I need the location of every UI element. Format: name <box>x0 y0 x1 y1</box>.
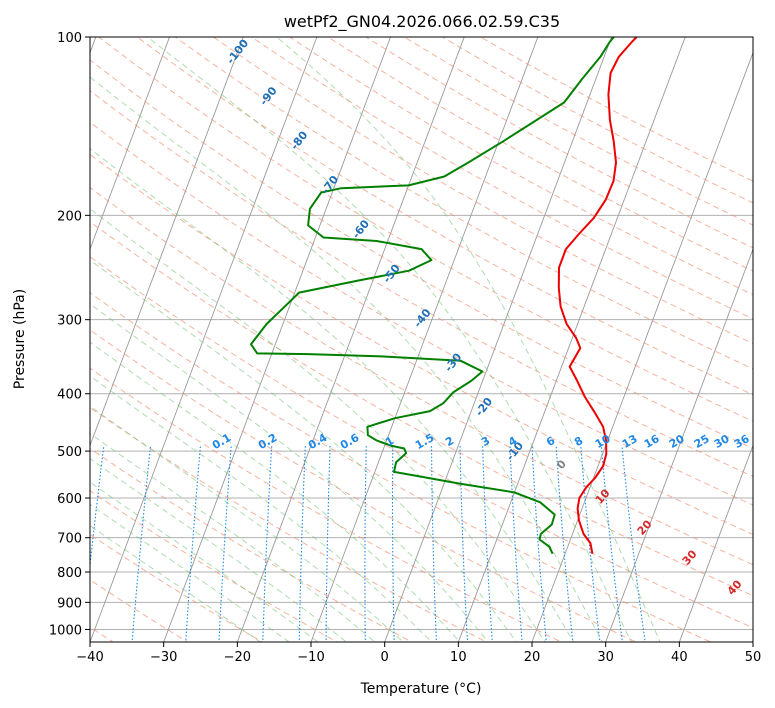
moist-adiabat-line <box>90 208 546 642</box>
dry-adiabat-line <box>0 10 56 654</box>
dry-adiabat-line <box>90 187 753 566</box>
mixing-ratio-line <box>325 445 331 642</box>
dry-adiabat-line <box>90 406 488 642</box>
moist-adiabat-line <box>90 76 603 642</box>
y-tick-label: 600 <box>57 492 82 507</box>
y-tick-label: 700 <box>57 532 82 547</box>
dry-adiabat-line <box>250 37 753 320</box>
dry-adiabat-line <box>90 490 339 642</box>
plot-area: -100-90-80-70-60-50-40-30-20-100.1 0.2 0.4… <box>0 10 753 654</box>
dry-adiabat-line <box>90 256 753 629</box>
mixing-ratio-line <box>555 445 574 642</box>
mixing-ratio-line <box>600 445 623 642</box>
moist-adiabat-line <box>147 37 632 642</box>
mixing-ratio-line <box>531 445 547 642</box>
y-tick-label: 100 <box>57 31 82 46</box>
x-tick-label: −20 <box>224 650 251 665</box>
mixing-ratio-line <box>185 445 201 642</box>
isotherm-line <box>163 37 392 642</box>
moist-adiabat-line <box>90 458 348 642</box>
y-tick-label: 900 <box>57 596 82 611</box>
dry-adiabat-line <box>90 579 189 642</box>
isotherms <box>90 37 753 642</box>
dry-adiabat-line <box>174 37 753 370</box>
mixing-ratio-line <box>364 445 367 642</box>
x-tick-label: −30 <box>150 650 177 665</box>
x-axis: −40 −30 −20 −10 0 10 20 30 40 50 <box>76 642 761 665</box>
x-tick-label: 0 <box>381 650 389 665</box>
mixing-ratio-line <box>262 445 273 642</box>
x-tick-label: 10 <box>450 650 467 665</box>
x-axis-label: Temperature (°C) <box>360 681 482 697</box>
moist-adiabat-line <box>90 525 262 642</box>
isotherm-line <box>90 37 171 251</box>
dry-adiabat-line <box>90 121 753 506</box>
sounding-series <box>250 37 638 555</box>
y-axis-label: Pressure (hPa) <box>12 289 28 389</box>
x-tick-label: 30 <box>597 650 614 665</box>
dewpoint-line <box>250 37 615 555</box>
plot-frame <box>89 36 754 643</box>
y-tick-label: 300 <box>57 314 82 329</box>
dry-adiabat-line <box>90 153 753 536</box>
y-axis: 100 200 300 400 500 600 700 800 900 1000 <box>49 31 90 638</box>
y-tick-label: 200 <box>57 209 82 224</box>
mixing-ratio-line <box>218 445 232 642</box>
mixing-ratio-line <box>298 445 306 642</box>
y-tick-label: 500 <box>57 445 82 460</box>
mixing-ratio-line <box>131 445 152 642</box>
temperature-line <box>557 37 638 554</box>
chart-title: wetPf2_GN04.2026.066.02.59.C35 <box>284 12 560 32</box>
moist-adiabat-line <box>90 259 518 642</box>
dry-adiabat-line <box>90 59 753 450</box>
y-tick-label: 1000 <box>49 623 82 638</box>
mixing-ratio-line <box>482 445 493 642</box>
isotherm-line <box>457 37 686 642</box>
isotherm-line <box>90 37 244 447</box>
moist-adiabat-line <box>90 405 404 642</box>
mixing-ratio-line <box>430 445 437 642</box>
moist-adiabat-line <box>276 37 661 642</box>
dry-adiabat-line <box>90 221 753 597</box>
dry-adiabat-line <box>136 37 753 396</box>
mixing-ratio-line <box>580 445 601 642</box>
y-tick-label: 400 <box>57 388 82 403</box>
moist-adiabat-line <box>90 503 290 642</box>
moist-adiabat-line <box>90 432 376 642</box>
mixing-ratio-line <box>391 445 395 642</box>
dry-adiabat-line <box>90 292 712 642</box>
x-tick-label: 50 <box>745 650 762 665</box>
dry-adiabat-line <box>90 533 264 642</box>
isotherm-line <box>678 444 753 642</box>
mixing-ratio-line <box>459 445 469 642</box>
mixing-ratio-lines <box>90 445 646 642</box>
y-tick-label: 800 <box>57 566 82 581</box>
dry-adiabat-line <box>90 447 413 642</box>
mixing-ratio-line <box>509 445 523 642</box>
moist-adiabats <box>90 37 661 642</box>
mixing-ratio-line <box>621 445 646 642</box>
x-tick-label: 20 <box>524 650 541 665</box>
x-tick-label: −40 <box>76 650 103 665</box>
isotherm-line <box>90 37 318 642</box>
plot-background <box>90 37 753 642</box>
moist-adiabat-line <box>90 303 489 642</box>
dry-adiabats <box>0 10 753 654</box>
x-tick-label: 40 <box>671 650 688 665</box>
isotherm-line <box>384 37 613 642</box>
x-tick-label: −10 <box>297 650 324 665</box>
isotherm-line <box>605 247 753 642</box>
isotherm-line <box>236 37 465 642</box>
moist-adiabat-line <box>90 481 319 642</box>
moist-adiabat-line <box>90 148 575 642</box>
isotherm-line <box>531 51 753 642</box>
dry-adiabat-line <box>288 37 753 296</box>
isotherm-line <box>310 37 539 642</box>
